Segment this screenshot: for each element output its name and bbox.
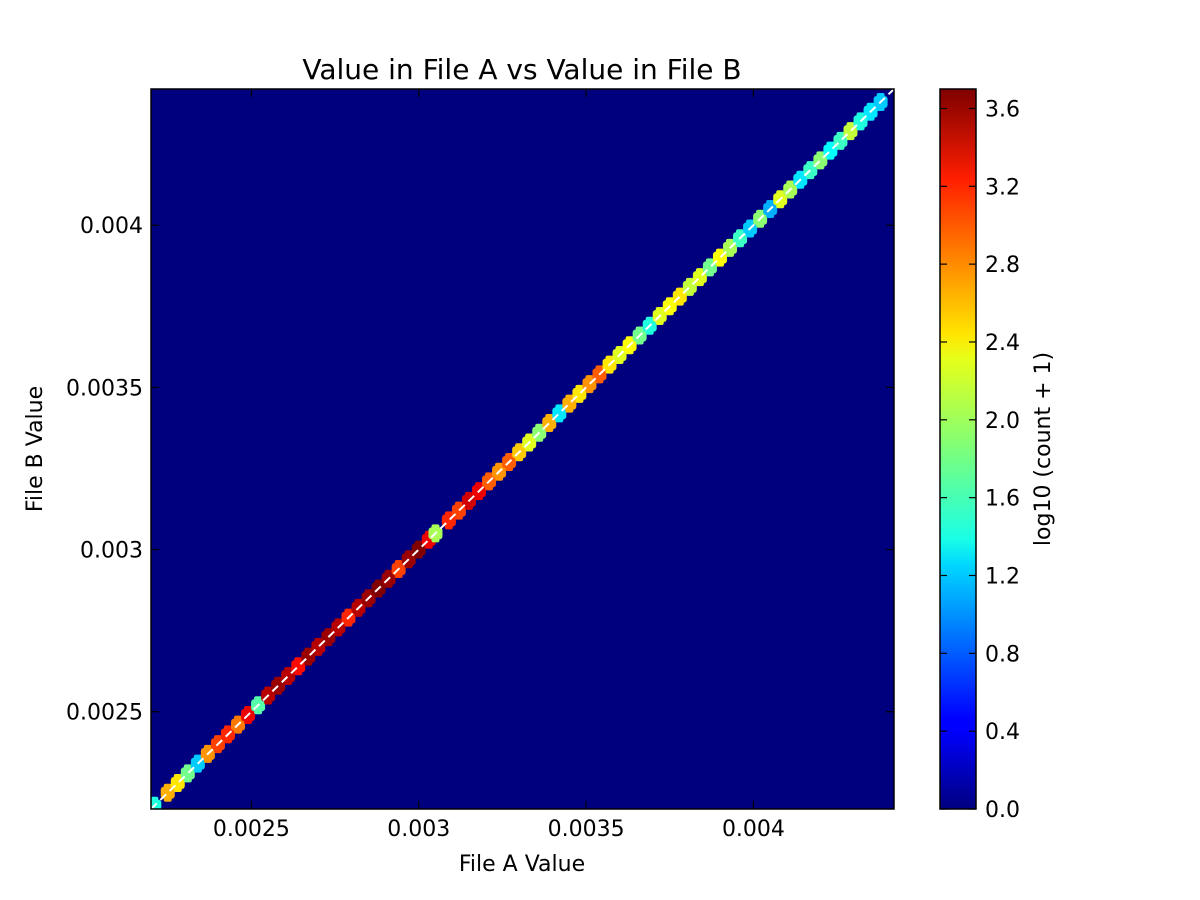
heatmap-cell: [695, 268, 704, 287]
y-axis: 0.0025 0.003 0.0035 0.004: [66, 214, 894, 726]
heatmap-cell: [846, 122, 855, 141]
colorbar-tick-label: 2.8: [985, 253, 1020, 278]
heatmap-cell: [545, 414, 554, 433]
heatmap-cell: [555, 404, 564, 423]
heatmap-cell: [163, 783, 172, 802]
colorbar-tick-label: 1.6: [985, 487, 1020, 512]
heatmap-cell: [585, 375, 594, 394]
heatmap-cell: [836, 131, 845, 150]
heatmap-cell: [304, 647, 313, 666]
plot-frame: [150, 88, 895, 810]
y-tick-label: 0.003: [80, 539, 143, 564]
colorbar-axis: 0.0 0.4 0.8 1.2 1.6 2.0 2.4 2.8 3.2 3.6: [940, 97, 1020, 823]
y-axis-label: File B Value: [23, 386, 48, 512]
heatmap-cell: [705, 258, 714, 277]
heatmap-cell: [314, 637, 323, 656]
reference-line: [151, 89, 894, 809]
heatmap-cell: [565, 394, 574, 413]
y-tick-label: 0.0025: [66, 701, 143, 726]
heatmap-cell: [414, 540, 423, 559]
heatmap-cell: [685, 277, 694, 296]
heatmap-cell: [675, 287, 684, 306]
x-tick-label: 0.004: [722, 817, 785, 842]
colorbar: [939, 88, 977, 810]
heatmap-cell: [274, 676, 283, 695]
heatmap-cell: [444, 511, 453, 530]
colorbar-tick-label: 3.2: [985, 175, 1020, 200]
colorbar-tick-label: 2.4: [985, 331, 1020, 356]
heatmap-cell: [575, 384, 584, 403]
x-tick-label: 0.0035: [548, 817, 625, 842]
colorbar-tick-label: 2.0: [985, 409, 1020, 434]
x-tick-label: 0.003: [387, 817, 450, 842]
colorbar-label: log10 (count + 1): [1031, 352, 1056, 546]
colorbar-tick-label: 1.2: [985, 564, 1020, 589]
heatmap-cell: [806, 161, 815, 180]
y-tick-label: 0.004: [80, 214, 143, 239]
heatmap-cell: [826, 141, 835, 160]
x-axis-label: File A Value: [459, 852, 585, 877]
heatmap-cell: [454, 501, 463, 520]
chart-title: Value in File A vs Value in File B: [302, 53, 741, 86]
heatmap-cell: [173, 774, 182, 793]
x-tick-label: 0.0025: [213, 817, 290, 842]
heatmap-cell: [183, 764, 192, 783]
heatmap-cell: [284, 667, 293, 686]
colorbar-tick-label: 0.0: [985, 798, 1020, 823]
y-tick-label: 0.0035: [66, 376, 143, 401]
colorbar-tick-label: 0.4: [985, 720, 1020, 745]
heatmap-cell: [816, 151, 825, 170]
colorbar-tick-label: 0.8: [985, 642, 1020, 667]
heatmap-cell: [715, 248, 724, 267]
x-axis: 0.0025 0.003 0.0035 0.004: [213, 89, 785, 842]
heatmap-cell: [294, 657, 303, 676]
colorbar-tick-label: 3.6: [985, 97, 1020, 122]
